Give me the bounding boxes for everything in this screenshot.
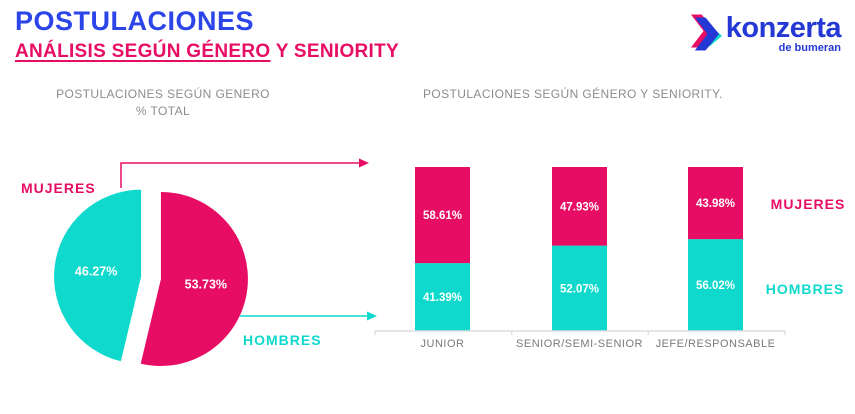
bar-value-label-mujeres-2: 47.93% — [560, 201, 599, 213]
pie-chart-title: POSTULACIONES SEGÚN GENERO % TOTAL — [38, 86, 288, 120]
bar-segment-hombres-2 — [552, 245, 607, 331]
logo-sub-brand: de bumeran — [778, 41, 841, 54]
pie-value-label-hombres: 46.27% — [75, 264, 117, 278]
category-label-3: JEFE/RESPONSABLE — [656, 338, 776, 350]
bar-value-label-mujeres-1: 58.61% — [423, 210, 462, 222]
bar-segment-mujeres-2 — [552, 167, 607, 246]
pie-label-hombres: HOMBRES — [243, 332, 322, 348]
konzerta-chevron-icon — [689, 13, 722, 58]
bar-segment-mujeres-3 — [688, 167, 743, 240]
bar-segment-hombres-3 — [688, 239, 743, 331]
bar-value-label-hombres-3: 56.02% — [696, 280, 735, 292]
bar-chart-title: POSTULACIONES SEGÚN GÉNERO Y SENIORITY. — [423, 87, 723, 101]
subtitle-rest-part: Y SENIORITY — [270, 41, 400, 62]
bar-legend-hombres: HOMBRES — [765, 281, 845, 297]
subtitle-underlined-part: ANÁLISIS SEGÚN GÉNERO — [15, 41, 271, 62]
hombres-arrow — [240, 311, 377, 321]
pie-value-label-mujeres: 53.73% — [185, 277, 227, 291]
seniority-stacked-bar-chart: 58.61% 41.39% JUNIOR 47.93% 52.07% SENIOR/SEM… — [374, 167, 786, 350]
pie-chart-title-line1: POSTULACIONES SEGÚN GENERO — [56, 87, 270, 101]
pie-slice-mujeres — [140, 191, 248, 366]
bar-legend-mujeres: MUJERES — [770, 196, 846, 212]
pie-label-mujeres: MUJERES — [21, 180, 96, 196]
bar-segment-mujeres-1 — [415, 167, 470, 264]
category-label-1: JUNIOR — [421, 338, 465, 350]
pie-chart-title-line2: % TOTAL — [135, 103, 191, 118]
bar-value-label-hombres-1: 41.39% — [423, 292, 462, 304]
page-title: POSTULACIONES — [15, 6, 255, 36]
bar-value-label-hombres-2: 52.07% — [560, 283, 599, 295]
logo-brand-name: konzerta — [725, 12, 842, 44]
gender-pie-chart: 53.73% 46.27% — [54, 189, 248, 366]
page-subtitle: ANÁLISIS SEGÚN GÉNERO Y SENIORITY — [15, 41, 399, 63]
bar-segment-hombres-1 — [415, 263, 470, 331]
bar-value-label-mujeres-3: 43.98% — [696, 198, 735, 210]
category-label-2: SENIOR/SEMI-SENIOR — [516, 338, 643, 350]
pie-slice-hombres — [54, 189, 142, 362]
logo-text: konzerta de bumeran — [725, 12, 842, 54]
konzerta-logo: konzerta de bumeran — [689, 12, 842, 58]
